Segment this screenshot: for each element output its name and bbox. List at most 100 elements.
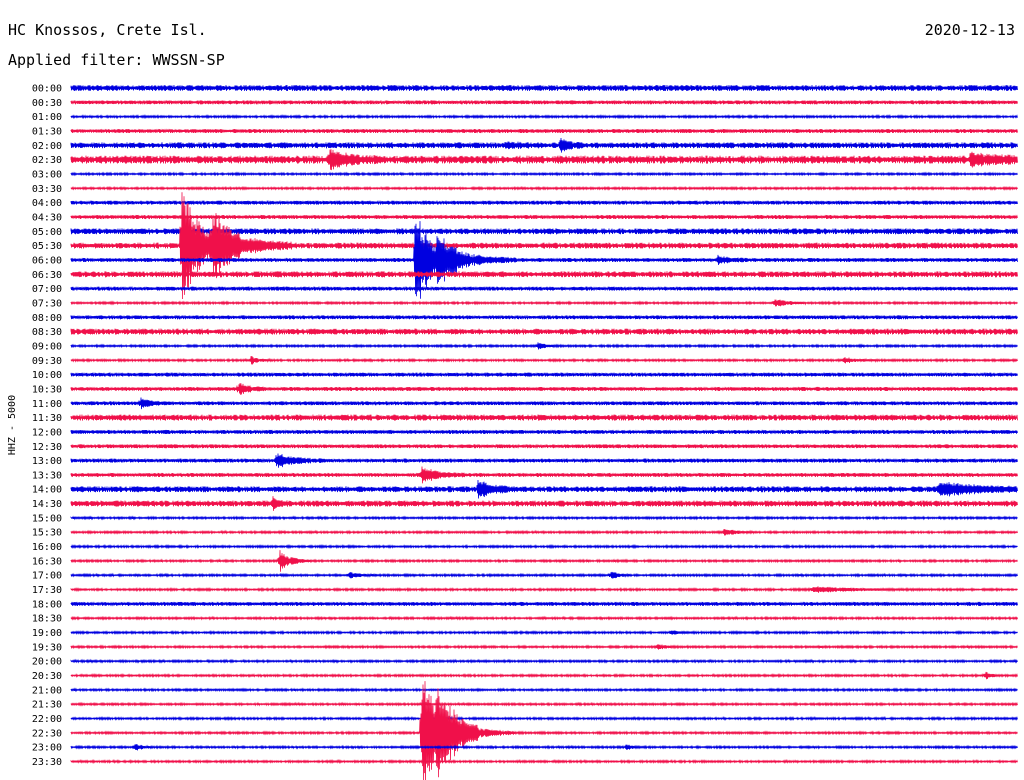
filter-label: Applied filter: WWSSN-SP bbox=[8, 51, 225, 69]
time-tick-label: 06:00 bbox=[32, 255, 62, 266]
time-tick-label: 11:30 bbox=[32, 413, 62, 424]
time-tick-label: 18:00 bbox=[32, 599, 62, 610]
time-tick-label: 07:30 bbox=[32, 298, 62, 309]
trace-line-1900 bbox=[70, 630, 1018, 636]
time-tick-label: 21:30 bbox=[32, 700, 62, 711]
trace-line-0030 bbox=[70, 99, 1018, 105]
time-tick-label: 02:00 bbox=[32, 141, 62, 152]
time-tick-label: 16:00 bbox=[32, 542, 62, 553]
trace-line-0230 bbox=[70, 149, 1018, 171]
trace-line-1430 bbox=[70, 496, 1018, 511]
time-tick-label: 11:00 bbox=[32, 399, 62, 410]
trace-line-1100 bbox=[70, 397, 1018, 410]
trace-line-0330 bbox=[70, 185, 1018, 191]
time-tick-label: 03:30 bbox=[32, 184, 62, 195]
station-title: HC Knossos, Crete Isl. bbox=[8, 21, 207, 39]
time-tick-label: 00:30 bbox=[32, 98, 62, 109]
trace-line-1930 bbox=[70, 644, 1018, 650]
time-tick-label: 05:30 bbox=[32, 241, 62, 252]
time-tick-label: 22:30 bbox=[32, 728, 62, 739]
time-tick-label: 18:30 bbox=[32, 614, 62, 625]
trace-line-1500 bbox=[70, 515, 1018, 521]
trace-line-2200 bbox=[70, 715, 1018, 722]
time-tick-label: 20:00 bbox=[32, 657, 62, 668]
channel-label: HHZ - 5000 bbox=[7, 395, 18, 455]
trace-line-0630 bbox=[70, 271, 1018, 278]
time-tick-label: 02:30 bbox=[32, 155, 62, 166]
time-tick-label: 09:00 bbox=[32, 341, 62, 352]
time-tick-label: 08:30 bbox=[32, 327, 62, 338]
trace-line-1530 bbox=[70, 528, 1018, 536]
trace-line-0300 bbox=[70, 171, 1018, 177]
trace-line-0430 bbox=[70, 214, 1018, 220]
trace-line-0500 bbox=[70, 228, 1018, 235]
trace-line-2330 bbox=[70, 758, 1018, 765]
trace-line-1200 bbox=[70, 429, 1018, 435]
time-tick-label: 21:00 bbox=[32, 685, 62, 696]
trace-line-0730 bbox=[70, 299, 1018, 307]
time-tick-label: 17:00 bbox=[32, 571, 62, 582]
trace-line-2300 bbox=[70, 743, 1018, 751]
trace-line-0830 bbox=[70, 328, 1018, 335]
trace-group bbox=[70, 84, 1018, 780]
time-tick-label: 08:00 bbox=[32, 313, 62, 324]
trace-line-1700 bbox=[70, 571, 1018, 579]
trace-line-1230 bbox=[70, 443, 1018, 449]
trace-line-0100 bbox=[70, 114, 1018, 120]
trace-line-1330 bbox=[70, 466, 1018, 484]
trace-line-1800 bbox=[70, 601, 1018, 607]
date-label: 2020-12-13 bbox=[925, 21, 1015, 39]
time-tick-label: 19:00 bbox=[32, 628, 62, 639]
trace-line-0930 bbox=[70, 355, 1018, 365]
trace-line-1830 bbox=[70, 615, 1018, 621]
trace-line-2030 bbox=[70, 671, 1018, 680]
trace-line-0400 bbox=[70, 200, 1018, 206]
trace-line-0900 bbox=[70, 342, 1018, 350]
trace-line-1130 bbox=[70, 414, 1018, 421]
time-tick-label: 19:30 bbox=[32, 642, 62, 653]
trace-line-1730 bbox=[70, 586, 1018, 593]
time-tick-label: 17:30 bbox=[32, 585, 62, 596]
time-tick-label: 12:30 bbox=[32, 442, 62, 453]
time-tick-label: 15:00 bbox=[32, 513, 62, 524]
time-tick-label: 13:00 bbox=[32, 456, 62, 467]
trace-line-1300 bbox=[70, 453, 1018, 468]
trace-line-0700 bbox=[70, 286, 1018, 292]
time-tick-label: 06:30 bbox=[32, 270, 62, 281]
trace-line-1400 bbox=[70, 479, 1018, 499]
trace-line-0200 bbox=[70, 137, 1018, 153]
time-tick-label: 14:30 bbox=[32, 499, 62, 510]
time-tick-label: 04:00 bbox=[32, 198, 62, 209]
time-tick-label: 09:30 bbox=[32, 356, 62, 367]
time-tick-label: 00:00 bbox=[32, 84, 62, 95]
time-tick-label: 10:30 bbox=[32, 384, 62, 395]
time-tick-label: 15:30 bbox=[32, 528, 62, 539]
trace-line-1630 bbox=[70, 550, 1018, 572]
time-tick-label: 04:30 bbox=[32, 212, 62, 223]
trace-line-2130 bbox=[70, 701, 1018, 707]
time-tick-label: 22:00 bbox=[32, 714, 62, 725]
time-tick-label: 01:00 bbox=[32, 112, 62, 123]
time-tick-label: 16:30 bbox=[32, 556, 62, 567]
trace-line-0600 bbox=[70, 221, 1018, 299]
trace-line-0130 bbox=[70, 128, 1018, 134]
time-tick-label: 14:00 bbox=[32, 485, 62, 496]
trace-line-1000 bbox=[70, 372, 1018, 378]
time-tick-label: 03:00 bbox=[32, 169, 62, 180]
time-tick-label: 23:30 bbox=[32, 757, 62, 768]
time-tick-label: 13:30 bbox=[32, 470, 62, 481]
time-tick-label: 23:00 bbox=[32, 743, 62, 754]
trace-line-0800 bbox=[70, 314, 1018, 320]
trace-line-2100 bbox=[70, 687, 1018, 693]
time-tick-label: 01:30 bbox=[32, 126, 62, 137]
trace-line-2000 bbox=[70, 658, 1018, 664]
trace-line-0530 bbox=[70, 192, 1018, 300]
time-tick-label: 20:30 bbox=[32, 671, 62, 682]
time-axis-labels: 00:00 00:30 01:00 01:30 02:00 02:30 03:00 03:30… bbox=[32, 84, 62, 769]
trace-line-2230 bbox=[70, 681, 1018, 780]
time-tick-label: 05:00 bbox=[32, 227, 62, 238]
time-tick-label: 12:00 bbox=[32, 427, 62, 438]
time-tick-label: 10:00 bbox=[32, 370, 62, 381]
trace-line-0000 bbox=[70, 84, 1018, 92]
